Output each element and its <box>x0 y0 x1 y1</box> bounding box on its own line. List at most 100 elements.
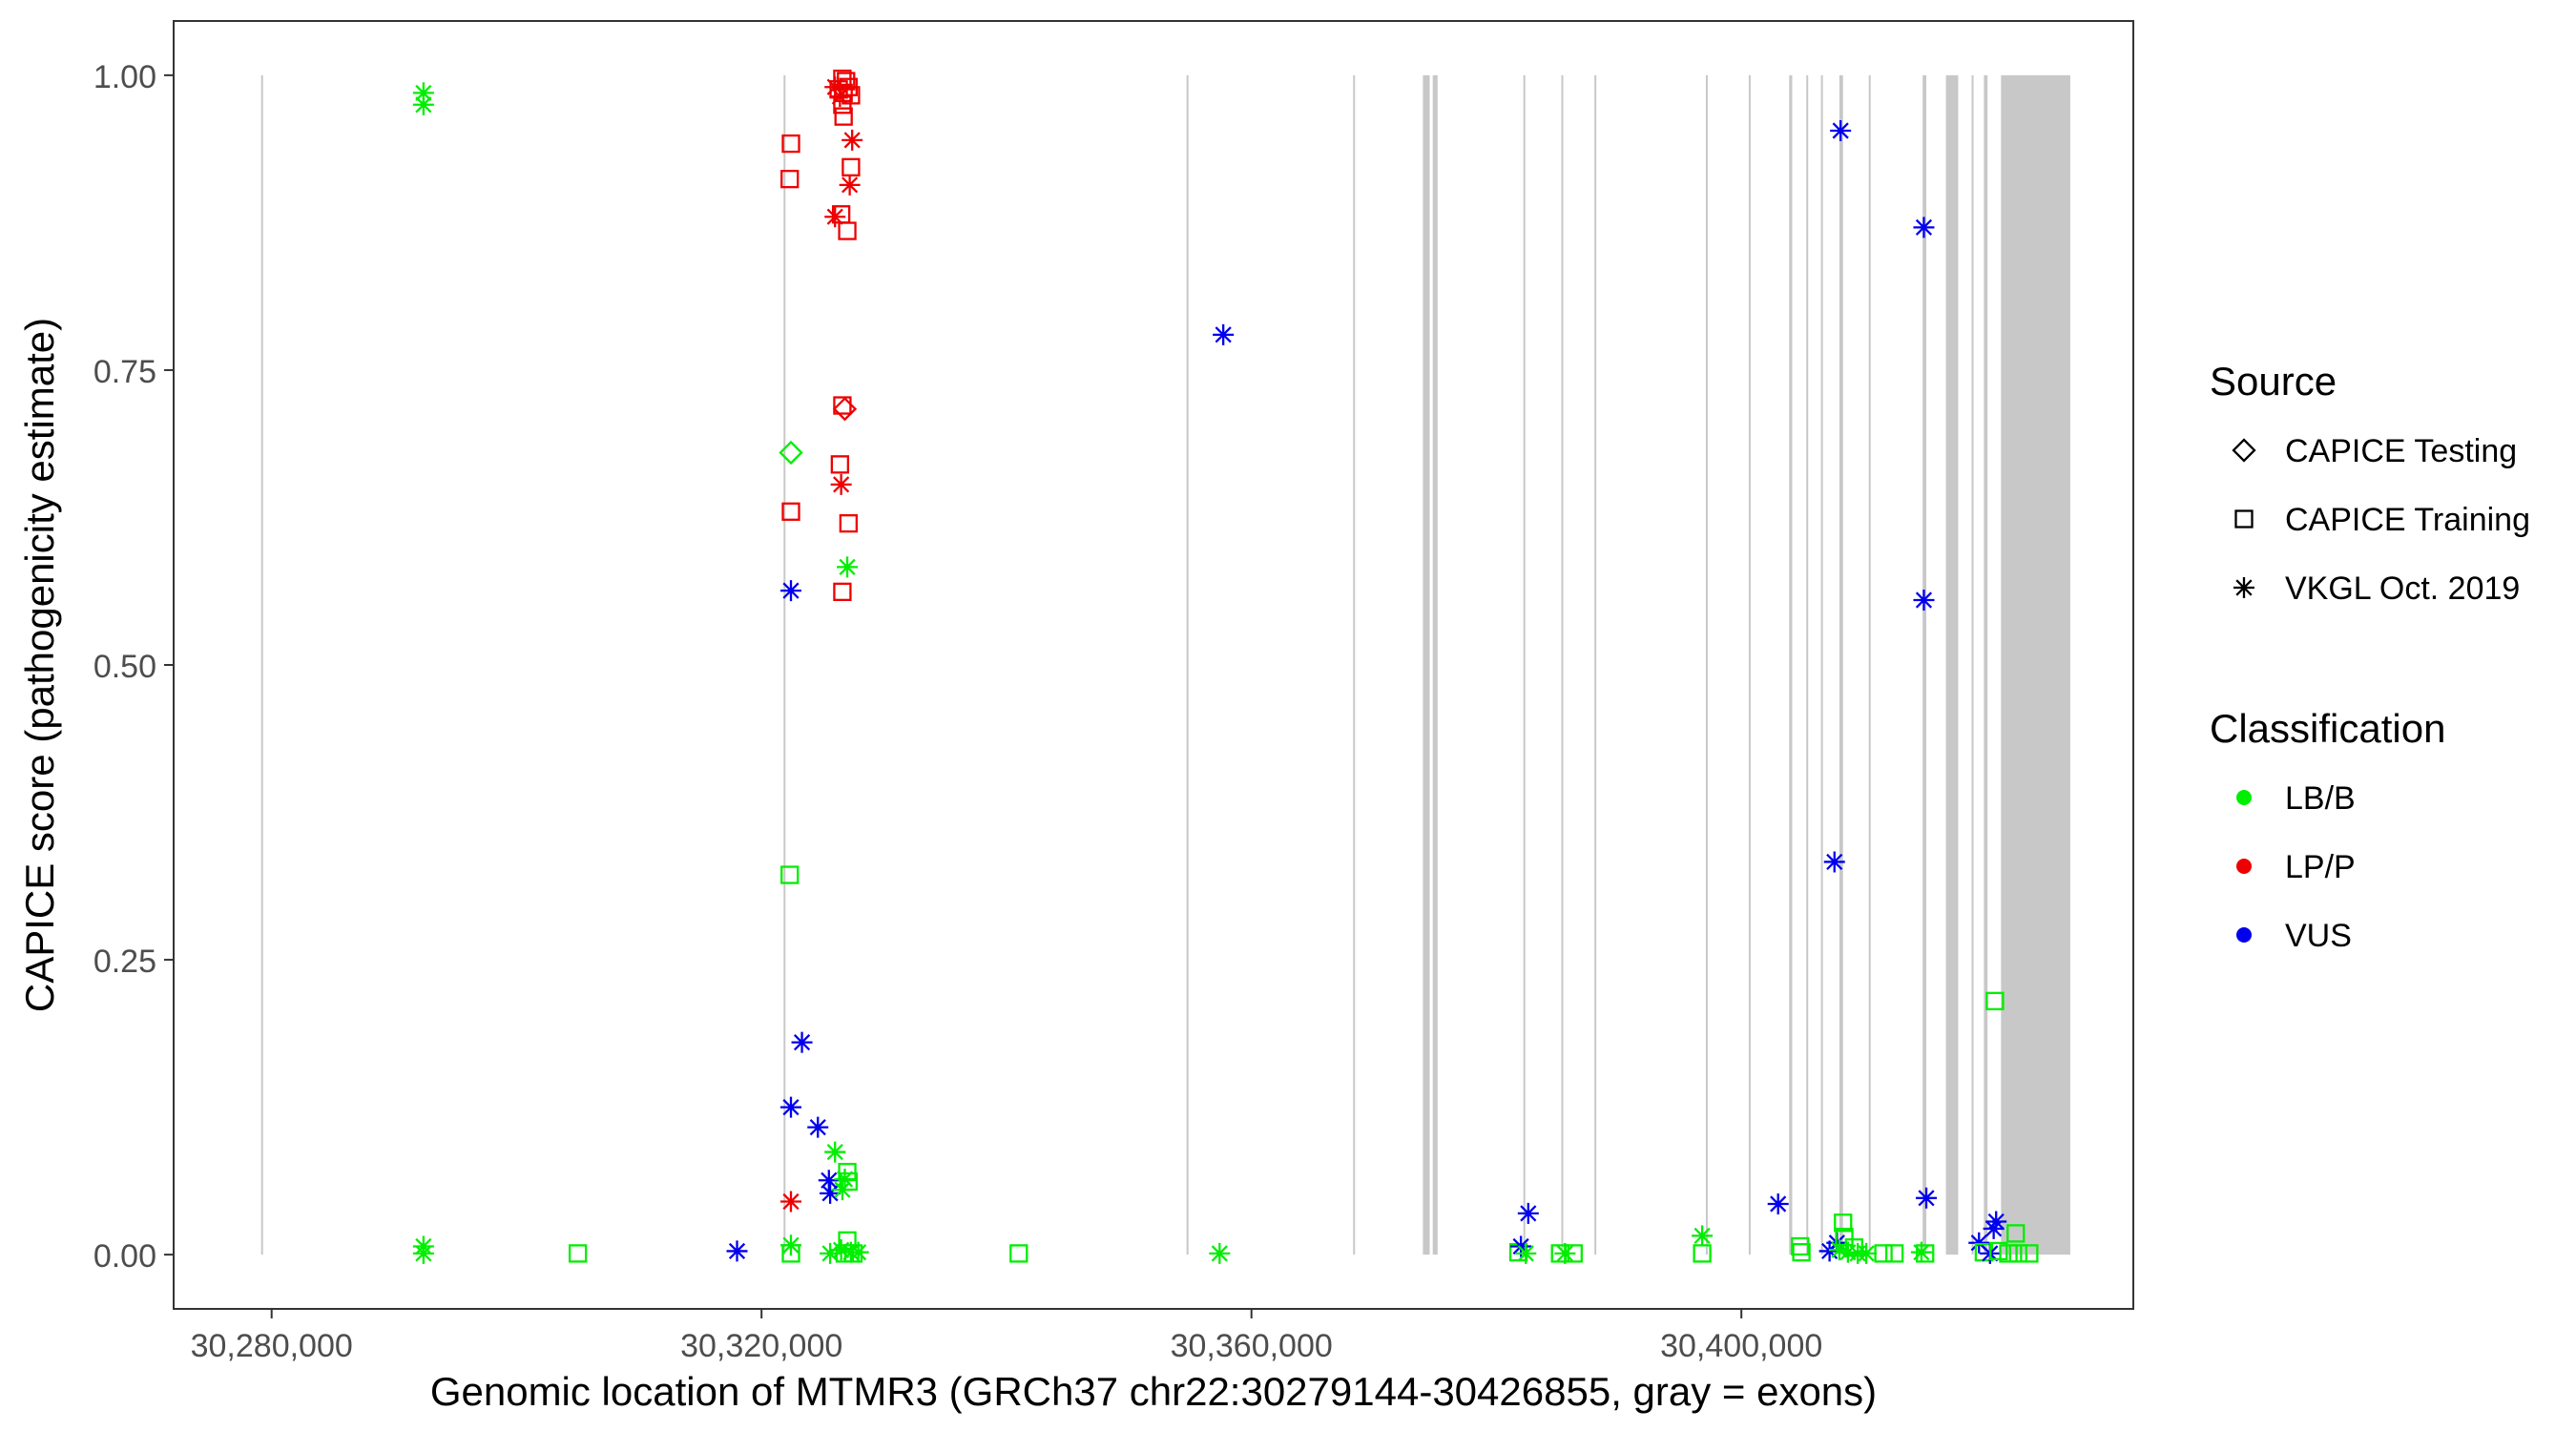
data-point <box>832 397 858 422</box>
data-point <box>1791 1236 1810 1256</box>
data-point <box>839 513 858 533</box>
data-point <box>1517 1202 1539 1224</box>
data-point <box>1985 1211 2007 1233</box>
data-point <box>1213 323 1235 345</box>
data-point <box>412 93 434 115</box>
data-point <box>568 1244 588 1263</box>
data-point <box>1885 1244 1904 1263</box>
y-axis-title: CAPICE score (pathogenicity estimate) <box>17 318 62 1012</box>
data-point <box>780 865 800 884</box>
data-point <box>1874 1244 1893 1263</box>
legend-key-square <box>2234 509 2254 529</box>
data-point <box>1989 1241 2008 1261</box>
exon-band <box>1432 74 1438 1255</box>
data-point <box>780 170 800 189</box>
data-point <box>2008 1244 2027 1263</box>
data-point <box>839 1172 858 1192</box>
data-point <box>807 1116 829 1138</box>
data-point <box>841 157 861 176</box>
data-point <box>780 1191 802 1213</box>
data-point <box>779 440 803 466</box>
data-point <box>833 95 852 114</box>
exon-band <box>1971 74 1974 1255</box>
data-point <box>833 582 852 602</box>
data-point <box>830 455 850 474</box>
data-point <box>847 1241 869 1263</box>
data-point <box>1834 1213 1853 1233</box>
exon-band <box>1594 74 1597 1255</box>
data-point <box>838 1162 857 1182</box>
exon-band <box>1748 74 1751 1255</box>
data-point <box>1823 851 1845 873</box>
data-point <box>843 1244 863 1263</box>
data-point <box>1828 1239 1850 1261</box>
data-point <box>1792 1243 1811 1262</box>
data-point <box>1837 1241 1859 1263</box>
data-point <box>1968 1232 1990 1254</box>
data-point <box>1856 1242 1878 1264</box>
legend-key-dot <box>2236 927 2252 943</box>
exon-band <box>1839 74 1843 1255</box>
data-point <box>1985 991 2005 1010</box>
data-point <box>1999 1244 2018 1263</box>
exon-band <box>1561 74 1564 1255</box>
legend-label: CAPICE Training <box>2285 502 2530 538</box>
data-point <box>1916 1244 1935 1263</box>
x-axis: 30,280,000 30,320,000 30,360,000 30,400,000 <box>191 1309 1822 1364</box>
exon-band <box>260 74 263 1255</box>
data-point <box>838 221 857 240</box>
data-point <box>780 1096 802 1118</box>
data-point <box>1009 1244 1028 1263</box>
data-point <box>830 473 852 495</box>
exon-band <box>1705 74 1708 1255</box>
exon-band <box>1984 74 1988 1255</box>
legend-key-diamond <box>2232 438 2256 463</box>
data-point <box>1913 590 1935 612</box>
x-tick-label: 30,280,000 <box>191 1328 353 1364</box>
data-point <box>1767 1192 1789 1214</box>
exon-band <box>1186 74 1189 1255</box>
exon-band <box>783 74 786 1255</box>
data-point <box>2006 1224 2025 1243</box>
data-point <box>1515 1242 1537 1264</box>
x-axis-title: Genomic location of MTMR3 (GRCh37 chr22:… <box>430 1369 1877 1414</box>
legend-label: LB/B <box>2285 780 2356 817</box>
x-tick-label: 30,360,000 <box>1171 1328 1333 1364</box>
exon-band <box>1806 74 1809 1255</box>
data-point <box>781 1244 800 1263</box>
x-tick-label: 30,320,000 <box>680 1328 842 1364</box>
exon-band <box>1423 74 1430 1255</box>
legend-source: Source CAPICE Testing CAPICE Training VKGL… <box>2210 359 2530 607</box>
data-point <box>824 1141 846 1163</box>
data-point <box>824 76 846 98</box>
legend-key-dot <box>2236 790 2252 805</box>
data-point <box>412 82 434 104</box>
exon-bands <box>260 74 2070 1255</box>
data-point <box>1209 1242 1231 1264</box>
data-point <box>830 1239 852 1261</box>
legend-label: LP/P <box>2285 849 2356 885</box>
exon-band <box>2001 74 2070 1255</box>
data-point <box>818 1170 840 1192</box>
data-point <box>412 1242 434 1264</box>
data-point <box>834 107 853 126</box>
exon-band <box>1868 74 1871 1255</box>
data-point <box>1830 119 1852 141</box>
data-point <box>824 206 846 228</box>
data-point <box>1693 1244 1712 1263</box>
y-tick-label: 0.75 <box>93 354 156 390</box>
exon-band <box>1789 74 1793 1255</box>
legend-key-asterisk <box>2233 577 2254 598</box>
data-point <box>839 174 861 196</box>
legend-source-title: Source <box>2210 359 2337 404</box>
data-point <box>1913 217 1935 238</box>
legend-classification: Classification LB/B LP/P VUS <box>2210 706 2445 954</box>
data-point <box>841 129 863 151</box>
exon-band <box>1523 74 1526 1255</box>
data-point <box>726 1240 748 1262</box>
data-point <box>1510 1235 1532 1257</box>
data-point <box>837 556 859 578</box>
legend-label: VKGL Oct. 2019 <box>2285 570 2520 607</box>
y-tick-label: 0.50 <box>93 649 156 685</box>
legend-label: CAPICE Testing <box>2285 433 2517 469</box>
